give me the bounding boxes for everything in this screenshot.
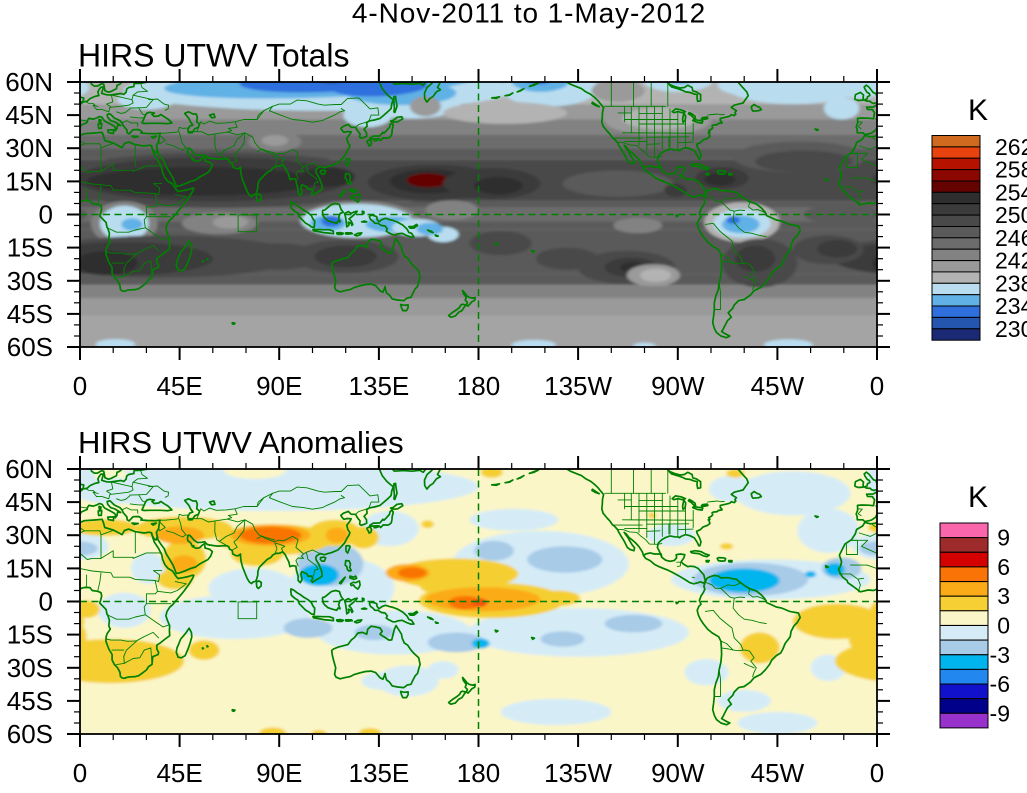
- svg-text:0: 0: [39, 587, 53, 617]
- svg-text:-6: -6: [990, 671, 1010, 697]
- svg-text:45S: 45S: [7, 686, 53, 716]
- svg-text:K: K: [968, 481, 988, 514]
- svg-text:4-Nov-2011 to 1-May-2012: 4-Nov-2011 to 1-May-2012: [352, 0, 706, 29]
- svg-text:-9: -9: [990, 700, 1010, 726]
- svg-text:K: K: [968, 94, 988, 127]
- svg-text:15S: 15S: [7, 620, 53, 650]
- svg-text:30S: 30S: [7, 653, 53, 683]
- svg-text:90E: 90E: [256, 758, 302, 788]
- svg-text:90E: 90E: [256, 371, 302, 401]
- svg-text:0: 0: [870, 371, 884, 401]
- svg-text:15S: 15S: [7, 233, 53, 263]
- svg-text:45W: 45W: [751, 758, 805, 788]
- svg-text:0: 0: [870, 758, 884, 788]
- svg-text:135E: 135E: [349, 371, 410, 401]
- svg-text:60S: 60S: [7, 332, 53, 362]
- svg-text:180: 180: [457, 371, 500, 401]
- svg-text:90W: 90W: [651, 758, 705, 788]
- svg-text:45W: 45W: [751, 371, 805, 401]
- svg-text:HIRS UTWV Anomalies: HIRS UTWV Anomalies: [78, 425, 404, 460]
- svg-text:3: 3: [997, 583, 1010, 609]
- svg-text:HIRS UTWV Totals: HIRS UTWV Totals: [78, 38, 349, 74]
- svg-text:60S: 60S: [7, 719, 53, 749]
- svg-text:180: 180: [457, 758, 500, 788]
- svg-text:45N: 45N: [5, 487, 53, 517]
- svg-text:15N: 15N: [5, 166, 53, 196]
- svg-text:45N: 45N: [5, 100, 53, 130]
- svg-text:9: 9: [997, 525, 1010, 551]
- svg-text:135W: 135W: [544, 758, 612, 788]
- svg-text:0: 0: [73, 758, 87, 788]
- svg-text:60N: 60N: [5, 67, 53, 97]
- svg-text:30N: 30N: [5, 520, 53, 550]
- svg-text:15N: 15N: [5, 553, 53, 583]
- svg-text:0: 0: [39, 200, 53, 230]
- svg-text:0: 0: [73, 371, 87, 401]
- svg-text:45S: 45S: [7, 299, 53, 329]
- svg-text:0: 0: [997, 613, 1010, 639]
- svg-text:60N: 60N: [5, 454, 53, 484]
- svg-text:90W: 90W: [651, 371, 705, 401]
- svg-text:45E: 45E: [156, 758, 202, 788]
- svg-text:-3: -3: [990, 642, 1010, 668]
- svg-text:135W: 135W: [544, 371, 612, 401]
- svg-text:230: 230: [995, 316, 1027, 342]
- svg-text:45E: 45E: [156, 371, 202, 401]
- svg-text:135E: 135E: [349, 758, 410, 788]
- svg-text:30S: 30S: [7, 266, 53, 296]
- svg-text:6: 6: [997, 554, 1010, 580]
- svg-text:30N: 30N: [5, 133, 53, 163]
